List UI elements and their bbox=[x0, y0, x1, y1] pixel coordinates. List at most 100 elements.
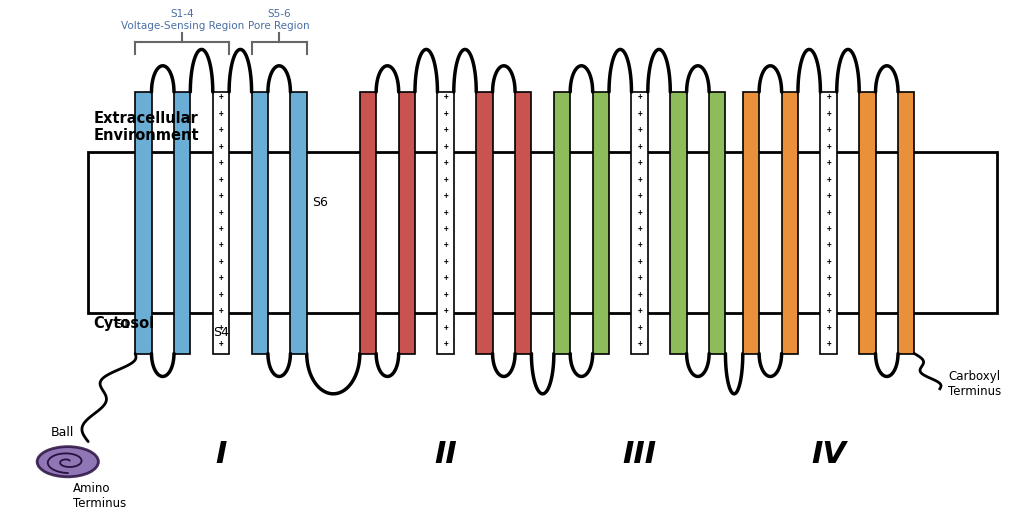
Text: +: + bbox=[443, 158, 447, 167]
Bar bbox=[174, 92, 190, 353]
Text: II: II bbox=[434, 440, 457, 469]
Text: +: + bbox=[826, 240, 830, 249]
Text: +: + bbox=[637, 339, 642, 348]
Text: +: + bbox=[443, 142, 447, 151]
Text: +: + bbox=[443, 125, 447, 134]
Bar bbox=[398, 92, 415, 353]
Bar bbox=[742, 92, 759, 353]
Text: +: + bbox=[637, 207, 642, 217]
Bar bbox=[252, 92, 268, 353]
Text: +: + bbox=[637, 240, 642, 249]
Text: +: + bbox=[826, 322, 830, 332]
Text: +: + bbox=[219, 289, 223, 299]
Text: IV: IV bbox=[811, 440, 846, 469]
Text: S1: S1 bbox=[115, 318, 130, 331]
Text: Ball: Ball bbox=[51, 426, 75, 439]
Text: +: + bbox=[219, 191, 223, 200]
Bar bbox=[515, 92, 531, 353]
Text: S1-4
Voltage-Sensing Region: S1-4 Voltage-Sensing Region bbox=[121, 9, 244, 30]
Text: Extracellular
Environment: Extracellular Environment bbox=[93, 111, 199, 143]
Text: +: + bbox=[826, 257, 830, 266]
Text: +: + bbox=[443, 322, 447, 332]
Circle shape bbox=[37, 447, 98, 477]
Text: +: + bbox=[443, 109, 447, 118]
Text: +: + bbox=[219, 125, 223, 134]
Bar bbox=[554, 92, 570, 353]
Text: +: + bbox=[637, 142, 642, 151]
Text: +: + bbox=[219, 224, 223, 233]
Text: Amino
Terminus: Amino Terminus bbox=[73, 482, 126, 510]
Text: +: + bbox=[443, 174, 447, 184]
Text: +: + bbox=[219, 207, 223, 217]
Text: +: + bbox=[637, 289, 642, 299]
Text: Cytosol: Cytosol bbox=[93, 316, 155, 331]
Text: +: + bbox=[637, 109, 642, 118]
Text: +: + bbox=[637, 158, 642, 167]
Bar bbox=[476, 92, 493, 353]
Text: +: + bbox=[443, 273, 447, 282]
Text: +: + bbox=[826, 191, 830, 200]
Text: III: III bbox=[623, 440, 656, 469]
Text: +: + bbox=[826, 289, 830, 299]
Text: +: + bbox=[443, 224, 447, 233]
Bar bbox=[859, 92, 876, 353]
Text: +: + bbox=[219, 174, 223, 184]
Bar bbox=[820, 92, 837, 353]
Text: +: + bbox=[219, 109, 223, 118]
Text: S4: S4 bbox=[213, 326, 228, 339]
Text: +: + bbox=[826, 339, 830, 348]
Text: S5-6
Pore Region: S5-6 Pore Region bbox=[249, 9, 310, 30]
Text: +: + bbox=[826, 273, 830, 282]
Text: +: + bbox=[219, 158, 223, 167]
Bar bbox=[88, 152, 997, 313]
Bar bbox=[213, 92, 229, 353]
Text: +: + bbox=[443, 92, 447, 102]
Bar bbox=[135, 92, 152, 353]
Text: +: + bbox=[219, 273, 223, 282]
Text: +: + bbox=[219, 142, 223, 151]
Text: +: + bbox=[637, 224, 642, 233]
Text: +: + bbox=[219, 339, 223, 348]
Text: +: + bbox=[219, 92, 223, 102]
Text: +: + bbox=[637, 322, 642, 332]
Bar bbox=[593, 92, 609, 353]
Text: +: + bbox=[637, 273, 642, 282]
Text: +: + bbox=[219, 306, 223, 315]
Text: +: + bbox=[826, 207, 830, 217]
Bar bbox=[671, 92, 687, 353]
Text: +: + bbox=[443, 207, 447, 217]
Bar bbox=[781, 92, 798, 353]
Text: +: + bbox=[443, 257, 447, 266]
Text: +: + bbox=[219, 240, 223, 249]
Text: Carboxyl
Terminus: Carboxyl Terminus bbox=[948, 370, 1001, 398]
Bar bbox=[359, 92, 376, 353]
Text: +: + bbox=[443, 240, 447, 249]
Text: +: + bbox=[219, 322, 223, 332]
Text: +: + bbox=[443, 339, 447, 348]
Text: +: + bbox=[826, 125, 830, 134]
Text: +: + bbox=[826, 306, 830, 315]
Text: +: + bbox=[637, 92, 642, 102]
Text: +: + bbox=[826, 174, 830, 184]
Text: +: + bbox=[826, 109, 830, 118]
Bar bbox=[632, 92, 648, 353]
Bar bbox=[898, 92, 914, 353]
Text: +: + bbox=[826, 92, 830, 102]
Text: +: + bbox=[637, 191, 642, 200]
Bar bbox=[291, 92, 307, 353]
Text: +: + bbox=[826, 142, 830, 151]
Text: +: + bbox=[826, 158, 830, 167]
Text: +: + bbox=[637, 306, 642, 315]
Text: +: + bbox=[637, 257, 642, 266]
Text: +: + bbox=[637, 174, 642, 184]
Text: S6: S6 bbox=[312, 196, 328, 209]
Text: +: + bbox=[826, 224, 830, 233]
Text: +: + bbox=[443, 191, 447, 200]
Text: I: I bbox=[215, 440, 226, 469]
Text: +: + bbox=[443, 306, 447, 315]
Bar bbox=[709, 92, 725, 353]
Text: +: + bbox=[637, 125, 642, 134]
Text: +: + bbox=[443, 289, 447, 299]
Text: +: + bbox=[219, 257, 223, 266]
Bar bbox=[437, 92, 454, 353]
